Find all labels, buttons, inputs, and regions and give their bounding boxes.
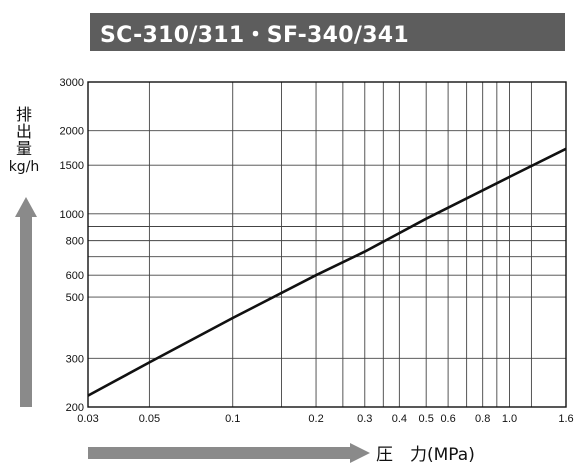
y-axis-label-char-3: 量 bbox=[15, 139, 32, 158]
x-axis-arrow-icon bbox=[88, 443, 370, 463]
y-tick-label: 1500 bbox=[60, 160, 84, 172]
title-banner: SC-310/311・SF-340/341 bbox=[90, 13, 565, 51]
x-tick-label: 1.0 bbox=[502, 413, 517, 425]
y-tick-label: 600 bbox=[66, 270, 84, 282]
x-tick-label: 0.1 bbox=[225, 413, 240, 425]
series-layer bbox=[87, 147, 567, 397]
y-tick-label: 300 bbox=[66, 353, 84, 365]
y-tick-label: 3000 bbox=[60, 77, 84, 89]
y-axis-title: 排 出 量 kg/h bbox=[2, 106, 46, 176]
x-tick-label: 0.5 bbox=[419, 413, 434, 425]
y-axis-label-char-2: 出 bbox=[15, 122, 32, 141]
x-axis-title: 圧 力(MPa) bbox=[376, 445, 475, 465]
y-axis-unit: kg/h bbox=[8, 159, 40, 175]
x-tick-label: 0.03 bbox=[77, 413, 98, 425]
x-tick-label: 0.3 bbox=[357, 413, 372, 425]
y-tick-label: 800 bbox=[66, 236, 84, 248]
x-tick-label: 0.05 bbox=[139, 413, 160, 425]
plot-frame bbox=[87, 81, 567, 408]
x-tick-label: 0.4 bbox=[392, 413, 407, 425]
chart-title: SC-310/311・SF-340/341 bbox=[100, 23, 410, 48]
y-axis-label-char-1: 排 bbox=[15, 105, 32, 124]
y-tick-label: 200 bbox=[66, 402, 84, 414]
x-tick-label: 1.6 bbox=[558, 413, 573, 425]
x-tick-labels: 0.03 0.05 0.1 0.2 0.3 0.4 0.5 0.6 0.8 1.0 1.6 bbox=[77, 413, 573, 425]
y-tick-labels: 200 300 500 600 800 1000 1500 2000 3000 bbox=[60, 77, 84, 414]
y-tick-label: 500 bbox=[66, 292, 84, 304]
series-line-0 bbox=[87, 147, 567, 397]
y-axis-arrow-icon bbox=[15, 197, 37, 407]
y-tick-label: 1000 bbox=[60, 209, 84, 221]
x-tick-label: 0.6 bbox=[440, 413, 455, 425]
x-tick-label: 0.8 bbox=[475, 413, 490, 425]
y-tick-label: 2000 bbox=[60, 126, 84, 138]
x-tick-label: 0.2 bbox=[308, 413, 323, 425]
